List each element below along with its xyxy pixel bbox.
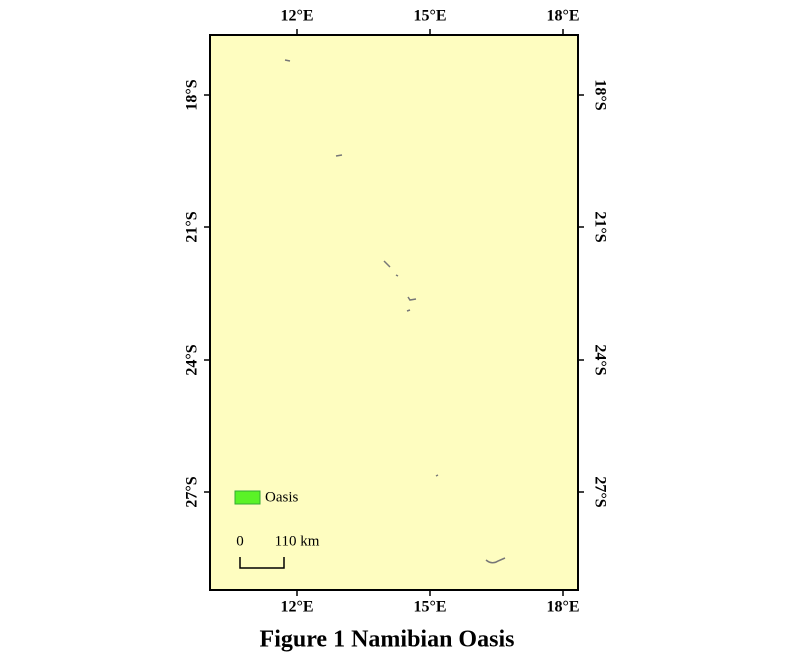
longitude-label: 15°E [413,599,446,616]
latitude-label: 27°S [184,476,201,507]
oasis [407,296,417,301]
latitude-label: 21°S [591,211,608,242]
scale-end: 110 km [275,533,320,549]
latitude-label: 27°S [591,476,608,507]
oasis [435,474,439,477]
caption: Figure 1 Namibian Oasis [260,627,515,653]
latitude-label: 18°S [184,79,201,110]
legend-label: Oasis [265,489,298,505]
longitude-label: 12°E [280,8,313,25]
longitude-label: 12°E [280,599,313,616]
longitude-label: 15°E [413,8,446,25]
oasis [335,154,343,157]
latitude-label: 24°S [184,344,201,375]
oasis [395,274,399,277]
latitude-label: 18°S [591,79,608,110]
oasis-features [284,59,506,564]
oasis [383,260,391,268]
latitude-label: 21°S [184,211,201,242]
scale-bar [239,557,285,569]
legend-swatch [234,490,261,505]
oasis [284,59,291,62]
longitude-label: 18°E [546,599,579,616]
scale-start: 0 [236,533,244,549]
oasis [485,557,506,564]
oasis [406,309,411,312]
longitude-label: 18°E [546,8,579,25]
map-frame [209,34,579,591]
latitude-label: 24°S [591,344,608,375]
